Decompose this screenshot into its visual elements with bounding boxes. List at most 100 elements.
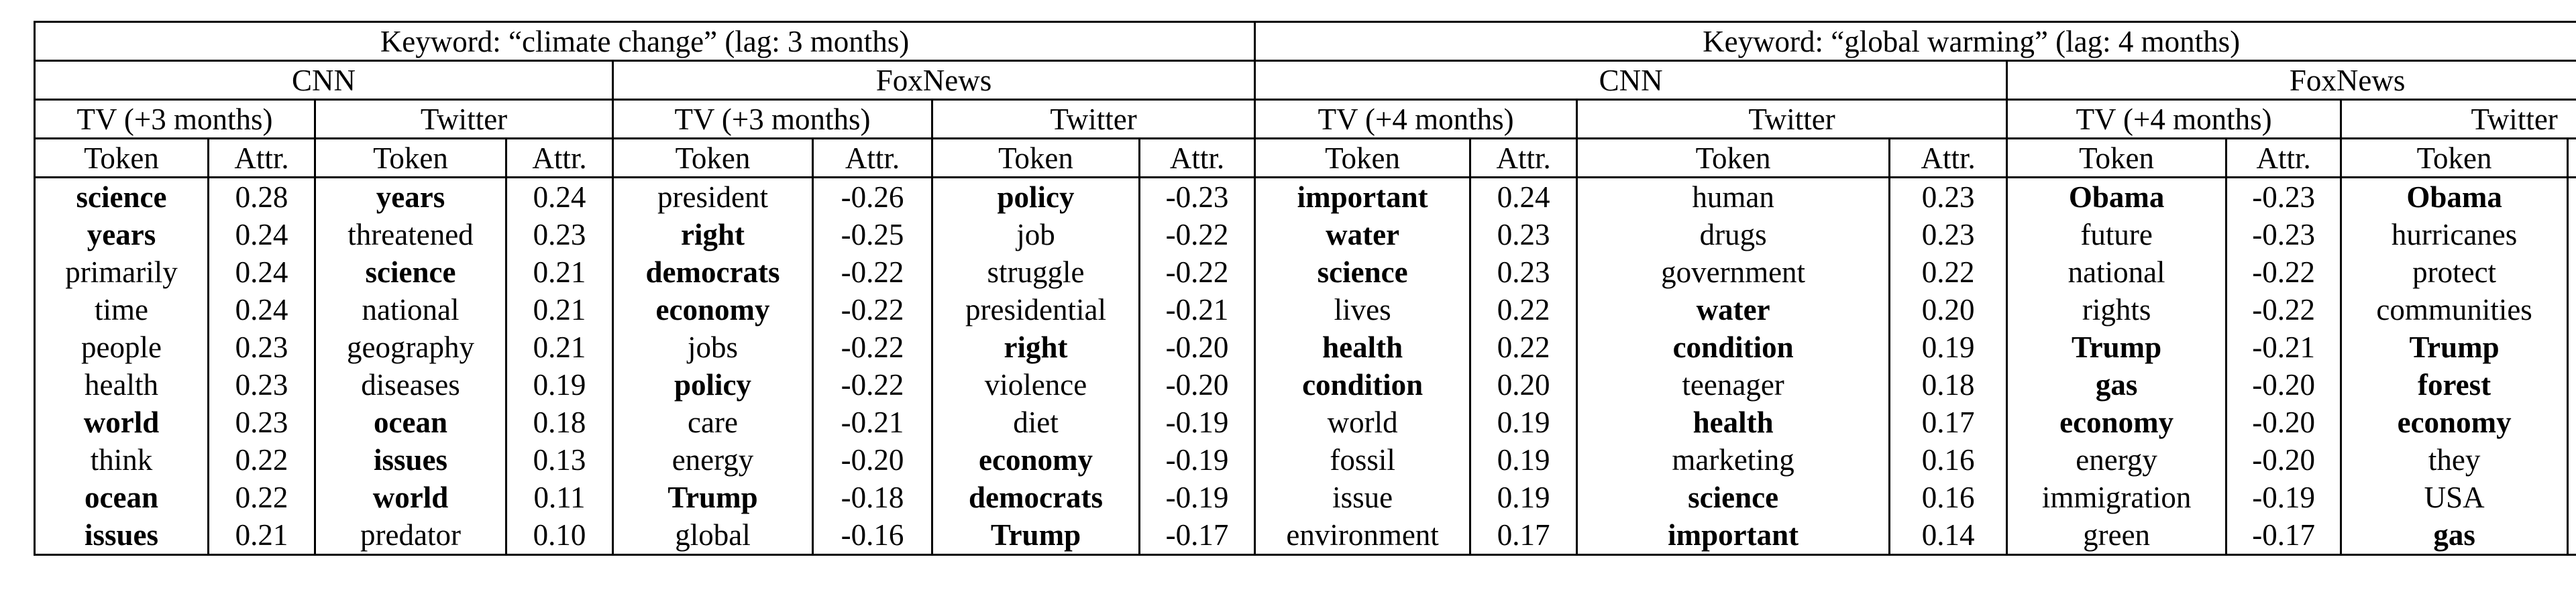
token-cell: communities <box>2340 291 2569 328</box>
attribution-cell: -0.20 <box>1138 328 1256 366</box>
source-header-cnn: CNN <box>1254 60 2008 101</box>
token-cell: Trump <box>612 479 814 516</box>
token-cell: health <box>1576 404 1891 441</box>
platform-header-tv: TV (+3 months) <box>612 99 933 139</box>
attribution-table: Keyword: “climate change” (lag: 3 months… <box>33 21 2576 556</box>
attribution-cell: -0.24 <box>2567 177 2576 216</box>
token-cell: health <box>34 366 209 404</box>
keyword-header-global-warming: Keyword: “global warming” (lag: 4 months… <box>1254 21 2576 62</box>
column-label-attr: Attr. <box>1138 137 1256 178</box>
column-label-token: Token <box>931 137 1140 178</box>
attribution-cell: 0.14 <box>1888 516 2008 556</box>
attribution-cell: 0.23 <box>1888 177 2008 216</box>
attribution-cell: -0.21 <box>2567 366 2576 404</box>
column-label-attr: Attr. <box>505 137 614 178</box>
token-cell: gas <box>2340 516 2569 556</box>
token-cell: right <box>931 328 1140 366</box>
column-label-token: Token <box>1254 137 1472 178</box>
table-row: ocean 0.22 world 0.11 Trump -0.18 democrats -0.… <box>34 479 2576 516</box>
token-cell: economy <box>2006 404 2228 441</box>
attribution-cell: 0.19 <box>1888 328 2008 366</box>
token-cell: policy <box>612 366 814 404</box>
token-cell: geography <box>314 328 507 366</box>
token-cell: teenager <box>1576 366 1891 404</box>
attribution-cell: 0.19 <box>1469 404 1578 441</box>
platform-header-twitter: Twitter <box>1576 99 2008 139</box>
attribution-cell: -0.17 <box>2225 516 2343 556</box>
attribution-cell: 0.20 <box>1469 366 1578 404</box>
attribution-cell: 0.28 <box>207 177 316 216</box>
token-cell: predator <box>314 516 507 556</box>
token-cell: diseases <box>314 366 507 404</box>
keyword-row: Keyword: “climate change” (lag: 3 months… <box>33 21 2576 62</box>
token-cell: care <box>612 404 814 441</box>
attribution-cell: 0.16 <box>1888 441 2008 479</box>
attribution-cell: -0.19 <box>1138 441 1256 479</box>
attribution-cell: 0.23 <box>1888 216 2008 253</box>
attribution-cell: 0.24 <box>207 253 316 291</box>
token-cell: energy <box>2006 441 2228 479</box>
attribution-cell: 0.24 <box>207 216 316 253</box>
column-label-token: Token <box>34 137 209 178</box>
token-cell: issues <box>314 441 507 479</box>
attribution-cell: -0.19 <box>1138 479 1256 516</box>
token-cell: science <box>314 253 507 291</box>
token-cell: marketing <box>1576 441 1891 479</box>
attribution-cell: 0.24 <box>505 177 614 216</box>
attribution-cell: -0.19 <box>1138 404 1256 441</box>
token-cell: science <box>1254 253 1472 291</box>
token-cell: green <box>2006 516 2228 556</box>
attribution-cell: -0.20 <box>2225 366 2343 404</box>
platform-header-twitter: Twitter <box>314 99 614 139</box>
platform-header-tv: TV (+3 months) <box>34 99 316 139</box>
token-cell: economy <box>931 441 1140 479</box>
source-row: CNN FoxNews CNN FoxNews <box>34 60 2576 101</box>
attribution-cell: -0.20 <box>1138 366 1256 404</box>
column-label-attr: Attr. <box>2567 137 2576 178</box>
attribution-cell: -0.22 <box>812 253 933 291</box>
token-cell: primarily <box>34 253 209 291</box>
attribution-cell: -0.22 <box>812 366 933 404</box>
token-cell: national <box>2006 253 2228 291</box>
token-cell: Obama <box>2340 177 2569 216</box>
table-row: primarily 0.24 science 0.21 democrats -0.22 st… <box>34 253 2576 291</box>
token-cell: science <box>1576 479 1891 516</box>
token-cell: struggle <box>931 253 1140 291</box>
token-cell: environment <box>1254 516 1472 556</box>
token-cell: energy <box>612 441 814 479</box>
platform-header-twitter: Twitter <box>2340 99 2576 139</box>
attribution-cell: -0.18 <box>812 479 933 516</box>
token-cell: Trump <box>931 516 1140 556</box>
platform-header-tv: TV (+4 months) <box>2006 99 2343 139</box>
table-row: health 0.23 diseases 0.19 policy -0.22 violenc… <box>34 366 2576 404</box>
attribution-cell: -0.23 <box>2225 216 2343 253</box>
token-cell: job <box>931 216 1140 253</box>
attribution-cell: 0.13 <box>505 441 614 479</box>
attribution-cell: -0.19 <box>2225 479 2343 516</box>
column-label-token: Token <box>2340 137 2569 178</box>
table-row: people 0.23 geography 0.21 jobs -0.22 right -0.… <box>34 328 2576 366</box>
token-cell: USA <box>2340 479 2569 516</box>
attribution-cell: 0.21 <box>505 328 614 366</box>
attribution-cell: -0.22 <box>2567 328 2576 366</box>
token-cell: health <box>1254 328 1472 366</box>
attribution-cell: -0.17 <box>2567 441 2576 479</box>
token-cell: government <box>1576 253 1891 291</box>
platform-row: TV (+3 months) Twitter TV (+3 months) Tw… <box>34 99 2576 139</box>
token-cell: economy <box>612 291 814 328</box>
table-container: Keyword: “climate change” (lag: 3 months… <box>33 21 2576 556</box>
attribution-cell: 0.17 <box>1888 404 2008 441</box>
token-cell: human <box>1576 177 1891 216</box>
attribution-cell: -0.22 <box>2225 253 2343 291</box>
table-body: science 0.28 years 0.24 president -0.26 policy… <box>34 177 2576 556</box>
attribution-cell: 0.19 <box>1469 479 1578 516</box>
token-cell: democrats <box>612 253 814 291</box>
attribution-cell: -0.22 <box>812 328 933 366</box>
attribution-cell: 0.11 <box>505 479 614 516</box>
token-cell: global <box>612 516 814 556</box>
attribution-cell: -0.22 <box>2567 291 2576 328</box>
token-cell: years <box>314 177 507 216</box>
token-cell: violence <box>931 366 1140 404</box>
token-cell: policy <box>931 177 1140 216</box>
token-cell: condition <box>1254 366 1472 404</box>
